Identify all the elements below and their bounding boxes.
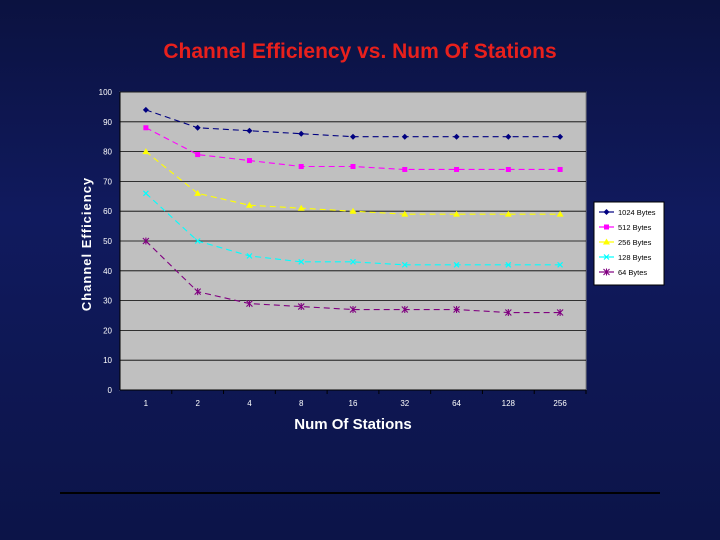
- data-point: [195, 152, 201, 158]
- series-line: [145, 151, 561, 215]
- data-point: [504, 210, 512, 217]
- data-point: [143, 125, 149, 131]
- series-128-bytes: [142, 190, 564, 268]
- data-point: [556, 210, 564, 217]
- data-point: [297, 204, 305, 211]
- legend-label: 512 Bytes: [618, 223, 652, 232]
- y-tick-label: 90: [103, 118, 112, 127]
- series-line: [145, 127, 561, 171]
- data-point: [298, 164, 304, 169]
- x-tick-label: 4: [247, 399, 252, 408]
- y-tick-label: 40: [103, 267, 112, 276]
- legend-label: 1024 Bytes: [618, 208, 656, 217]
- data-point: [349, 306, 357, 314]
- data-point: [194, 288, 202, 296]
- plot-area: [119, 91, 587, 391]
- data-point: [246, 158, 252, 164]
- y-tick-label: 20: [103, 326, 112, 335]
- y-tick-label: 10: [103, 356, 112, 365]
- legend-marker: [603, 238, 610, 245]
- legend-entry: 128 Bytes: [599, 253, 652, 262]
- data-point: [505, 166, 511, 172]
- bottom-rule: [60, 492, 660, 494]
- y-tick-label: 0: [108, 386, 113, 395]
- x-tick-label: 1: [144, 399, 149, 408]
- series-line: [145, 192, 561, 266]
- legend-marker: [604, 224, 609, 230]
- series-512-bytes: [143, 125, 563, 172]
- data-point: [505, 261, 512, 268]
- data-point: [246, 127, 253, 134]
- series-1024-bytes: [142, 106, 564, 140]
- x-tick-label: 32: [400, 399, 409, 408]
- y-tick-label: 70: [103, 177, 112, 186]
- data-point: [194, 189, 202, 196]
- data-point: [556, 309, 564, 317]
- data-point: [142, 106, 149, 113]
- legend-label: 64 Bytes: [618, 268, 647, 277]
- x-tick-label: 64: [452, 399, 461, 408]
- chart-title: Channel Efficiency vs. Num Of Stations: [163, 40, 557, 63]
- data-point: [454, 166, 460, 172]
- data-point: [401, 306, 409, 314]
- data-point: [505, 133, 512, 140]
- data-point: [142, 148, 150, 155]
- data-point: [194, 124, 201, 131]
- x-tick-label: 256: [553, 399, 567, 408]
- x-tick-label: 8: [299, 399, 304, 408]
- data-point: [297, 303, 305, 311]
- data-point: [557, 261, 564, 268]
- y-tick-label: 30: [103, 297, 112, 306]
- x-axis-label: Num Of Stations: [294, 416, 412, 433]
- data-point: [246, 252, 253, 259]
- data-point: [453, 210, 461, 217]
- y-tick-label: 80: [103, 148, 112, 157]
- data-point: [246, 300, 253, 308]
- legend-marker: [603, 268, 610, 276]
- y-tick-label: 100: [99, 88, 113, 97]
- y-tick-label: 50: [103, 237, 112, 246]
- legend-entry: 256 Bytes: [599, 238, 652, 247]
- data-point: [557, 133, 564, 140]
- x-tick-label: 2: [195, 399, 200, 408]
- data-point: [142, 237, 150, 245]
- y-tick-label: 60: [103, 207, 112, 216]
- data-point: [402, 166, 408, 172]
- data-point: [557, 166, 563, 172]
- data-point: [245, 201, 253, 208]
- x-tick-label: 16: [349, 399, 358, 408]
- data-point: [349, 207, 357, 214]
- data-point: [401, 261, 408, 268]
- data-point: [350, 164, 356, 169]
- y-axis-label: Channel Efficiency: [79, 176, 94, 312]
- legend-box: [593, 201, 665, 286]
- series-64-bytes: [142, 237, 564, 317]
- data-point: [401, 133, 408, 140]
- data-point: [401, 210, 409, 217]
- legend-marker: [603, 254, 610, 260]
- legend-label: 256 Bytes: [618, 238, 652, 247]
- x-tick-label: 128: [502, 399, 516, 408]
- data-point: [453, 133, 460, 140]
- data-point: [142, 190, 149, 197]
- legend-label: 128 Bytes: [618, 253, 652, 262]
- legend-entry: 64 Bytes: [599, 268, 647, 277]
- series-line: [145, 109, 561, 138]
- data-point: [350, 133, 356, 140]
- legend-marker: [603, 209, 610, 215]
- legend-entry: 1024 Bytes: [599, 208, 656, 217]
- series-line: [145, 240, 561, 314]
- data-point: [298, 258, 305, 265]
- data-point: [194, 238, 201, 244]
- data-point: [453, 261, 460, 268]
- series-256-bytes: [142, 148, 564, 217]
- data-point: [504, 309, 512, 317]
- data-point: [350, 258, 356, 265]
- data-point: [453, 306, 460, 314]
- legend-entry: 512 Bytes: [599, 223, 652, 232]
- data-point: [298, 130, 305, 137]
